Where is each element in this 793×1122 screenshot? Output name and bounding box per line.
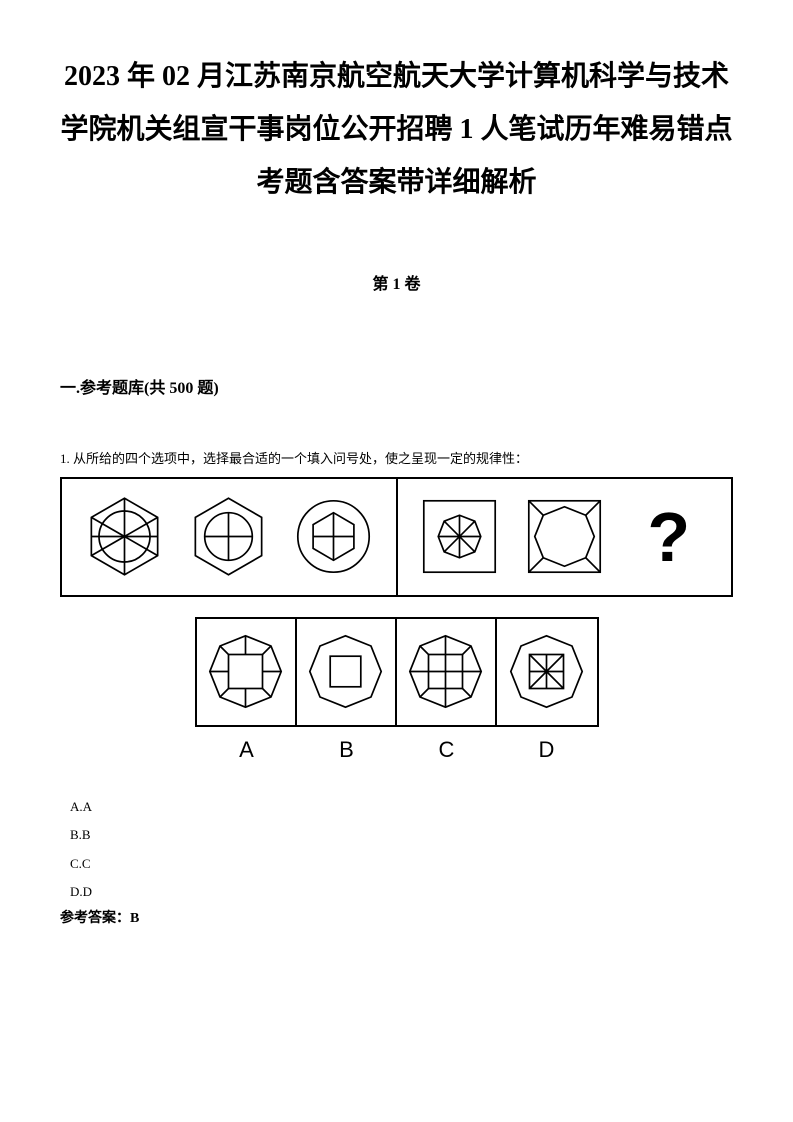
- figure-group-right: ?: [398, 479, 732, 595]
- answer-option-d: D.D: [70, 878, 733, 907]
- figure-4: [415, 492, 505, 582]
- volume-label: 第 1 卷: [60, 270, 733, 294]
- figure-5: [519, 492, 609, 582]
- answer-option-a: A.A: [70, 793, 733, 822]
- option-label-a: A: [197, 737, 297, 763]
- answer-option-c: C.C: [70, 850, 733, 879]
- option-b-figure: [297, 619, 397, 725]
- option-label-c: C: [397, 737, 497, 763]
- question-prompt: 从所给的四个选项中，选择最合适的一个填入问号处，使之呈现一定的规律性：: [73, 451, 528, 466]
- answer-options-text: A.A B.B C.C D.D: [60, 793, 733, 907]
- option-labels-row: A B C D: [60, 737, 733, 763]
- option-a-figure: [197, 619, 297, 725]
- question-text: 1. 从所给的四个选项中，选择最合适的一个填入问号处，使之呈现一定的规律性：: [60, 448, 733, 467]
- question-mark-icon: ?: [647, 497, 690, 577]
- answer-option-b: B.B: [70, 821, 733, 850]
- option-d-figure: [497, 619, 597, 725]
- figure-qmark: ?: [624, 492, 714, 582]
- figure-1: [79, 492, 169, 582]
- figure-3: [288, 492, 378, 582]
- document-title: 2023 年 02 月江苏南京航空航天大学计算机科学与技术学院机关组宣干事岗位公…: [60, 50, 733, 210]
- option-c-figure: [397, 619, 497, 725]
- question-figure-row: ?: [60, 477, 733, 597]
- figure-2: [184, 492, 274, 582]
- question-number: 1.: [60, 451, 70, 466]
- answer-options-figures: [60, 617, 733, 727]
- option-label-d: D: [497, 737, 597, 763]
- section-header: 一.参考题库(共 500 题): [60, 374, 733, 398]
- option-label-b: B: [297, 737, 397, 763]
- figure-group-left: [62, 479, 398, 595]
- reference-answer: 参考答案：B: [60, 907, 733, 927]
